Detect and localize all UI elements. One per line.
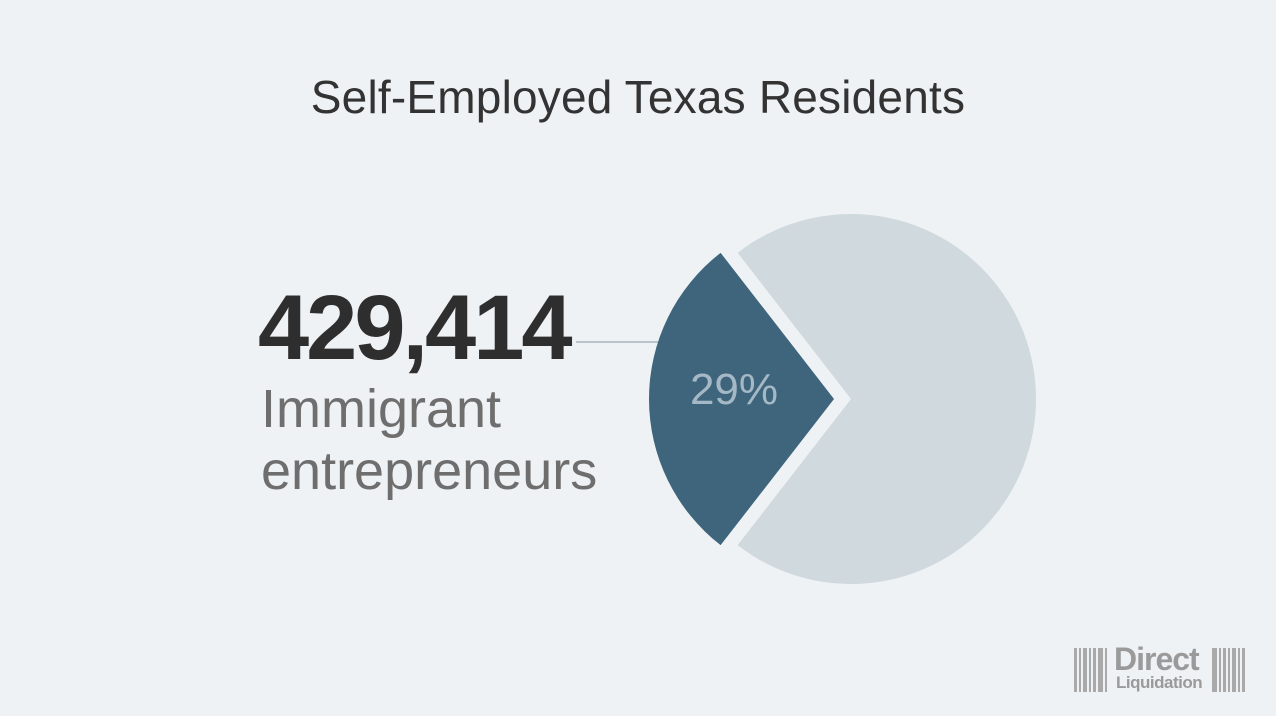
chart-title: Self-Employed Texas Residents bbox=[310, 71, 966, 123]
stat-value: 429,414 bbox=[258, 277, 573, 379]
barcode-left-icon bbox=[1074, 648, 1109, 692]
stat-caption-line1: Immigrant bbox=[261, 379, 502, 439]
logo-word-liquidation: Liquidation bbox=[1116, 673, 1203, 692]
pie-slice-rest bbox=[737, 214, 1036, 584]
direct-liquidation-logo: Direct Liquidation bbox=[1074, 641, 1254, 694]
barcode-right-icon bbox=[1212, 648, 1247, 692]
slice-percent-label: 29% bbox=[690, 365, 778, 414]
logo-word-direct: Direct bbox=[1114, 641, 1200, 677]
stat-caption: Immigrant entrepreneurs bbox=[261, 378, 597, 502]
stat-caption-line2: entrepreneurs bbox=[261, 441, 598, 501]
pie-slice-highlight bbox=[648, 252, 834, 546]
